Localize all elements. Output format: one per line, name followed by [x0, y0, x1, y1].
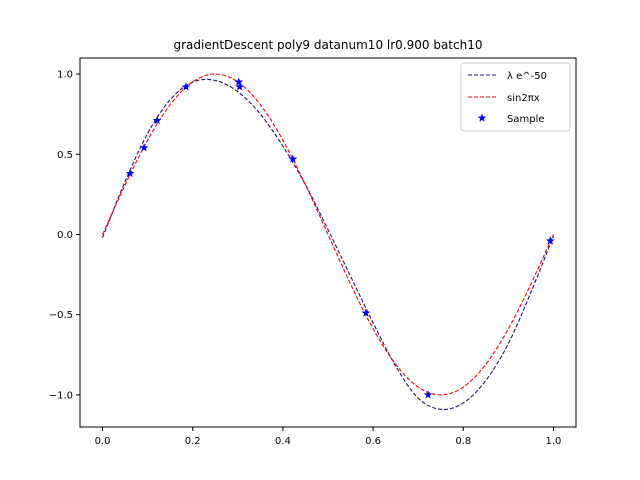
y-tick-label: 0.5 [57, 150, 73, 161]
x-tick-label: 0.4 [275, 436, 291, 447]
sample-point [125, 168, 135, 178]
plot-area [79, 57, 577, 428]
legend: λ e^-50 sin2πx Sample [460, 62, 571, 132]
samples-group [125, 77, 555, 399]
sample-point [545, 236, 555, 245]
legend-box [460, 62, 571, 132]
legend-label-fit: λ e^-50 [507, 71, 547, 82]
x-tick-label: 0.0 [95, 436, 111, 447]
y-tick-label: 0.0 [57, 230, 73, 241]
sample-point [139, 143, 149, 152]
sample-point [235, 82, 244, 91]
sample-point [423, 390, 433, 399]
sample-point [234, 77, 244, 86]
series-line-sine [102, 73, 554, 396]
legend-label-sine: sin2πx [507, 93, 540, 104]
series-line-fit [102, 78, 554, 411]
y-axis: −1.0 −0.5 0.0 0.5 1.0 [49, 70, 80, 401]
x-tick-label: 0.8 [455, 436, 471, 447]
series-group [102, 73, 554, 411]
sample-point [288, 154, 298, 163]
x-tick-label: 0.6 [365, 436, 381, 447]
x-tick-label: 0.2 [185, 436, 201, 447]
x-axis: 0.0 0.2 0.4 0.6 0.8 1.0 [95, 427, 562, 447]
chart-title: gradientDescent poly9 datanum10 lr0.900 … [174, 38, 483, 52]
x-tick-label: 1.0 [546, 436, 562, 447]
y-tick-label: −1.0 [49, 390, 73, 401]
legend-swatch-sample [477, 113, 487, 122]
sample-point [181, 82, 191, 91]
axes-frame [79, 57, 577, 428]
sample-point [361, 308, 371, 317]
y-tick-label: 1.0 [57, 70, 73, 81]
sample-point [152, 115, 162, 125]
y-tick-label: −0.5 [49, 310, 73, 321]
legend-label-sample: Sample [507, 114, 545, 125]
